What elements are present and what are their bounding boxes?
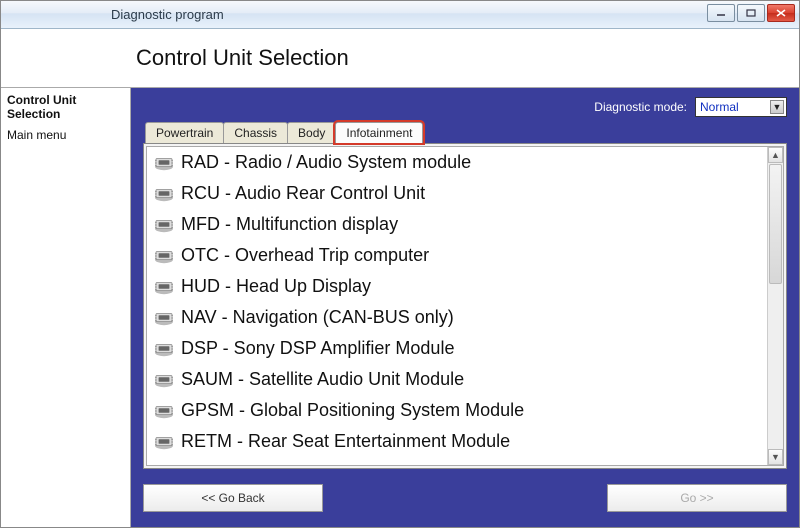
list-item[interactable]: SAUM - Satellite Audio Unit Module (147, 364, 767, 395)
maximize-icon (746, 9, 756, 17)
page-title: Control Unit Selection (136, 45, 349, 71)
sidebar: Control Unit Selection Main menu (1, 88, 131, 527)
window-controls (707, 4, 795, 22)
chip-icon (153, 278, 175, 296)
diagnostic-mode-value: Normal (700, 100, 739, 114)
minimize-button[interactable] (707, 4, 735, 22)
page-header: Control Unit Selection (1, 29, 799, 87)
chip-icon (153, 154, 175, 172)
tab-body[interactable]: Body (287, 122, 336, 143)
list-item[interactable]: DSP - Sony DSP Amplifier Module (147, 333, 767, 364)
module-list: RAD - Radio / Audio System module RCU - A… (147, 147, 767, 465)
list-item[interactable]: RCU - Audio Rear Control Unit (147, 178, 767, 209)
module-list-panel: RAD - Radio / Audio System module RCU - A… (143, 143, 787, 469)
chip-icon (153, 402, 175, 420)
sidebar-item-main-menu[interactable]: Main menu (7, 128, 124, 142)
footer-buttons: << Go Back Go >> (143, 477, 787, 519)
close-icon (776, 9, 786, 17)
chip-icon (153, 309, 175, 327)
scroll-up-button[interactable]: ▲ (768, 147, 783, 163)
tab-bar: Powertrain Chassis Body Infotainment (145, 122, 787, 143)
window-titlebar: Diagnostic program (1, 1, 799, 29)
diagnostic-mode-select[interactable]: Normal ▼ (695, 97, 787, 117)
maximize-button[interactable] (737, 4, 765, 22)
list-item-label: GPSM - Global Positioning System Module (181, 400, 524, 421)
list-item-label: SAUM - Satellite Audio Unit Module (181, 369, 464, 390)
list-item-label: MFD - Multifunction display (181, 214, 398, 235)
list-item-label: HUD - Head Up Display (181, 276, 371, 297)
list-item[interactable]: GPSM - Global Positioning System Module (147, 395, 767, 426)
go-back-button[interactable]: << Go Back (143, 484, 323, 512)
list-item-label: NAV - Navigation (CAN-BUS only) (181, 307, 454, 328)
tab-infotainment[interactable]: Infotainment (335, 122, 423, 143)
chevron-down-icon: ▼ (770, 100, 784, 114)
chip-icon (153, 247, 175, 265)
chip-icon (153, 216, 175, 234)
list-item-label: RCU - Audio Rear Control Unit (181, 183, 425, 204)
list-item-label: RETM - Rear Seat Entertainment Module (181, 431, 510, 452)
close-button[interactable] (767, 4, 795, 22)
main-area: Control Unit Selection Main menu Diagnos… (1, 87, 799, 527)
list-item[interactable]: RETM - Rear Seat Entertainment Module (147, 426, 767, 457)
list-item[interactable]: MFD - Multifunction display (147, 209, 767, 240)
list-item[interactable]: HUD - Head Up Display (147, 271, 767, 302)
chip-icon (153, 340, 175, 358)
window-title: Diagnostic program (111, 7, 224, 22)
scroll-thumb[interactable] (769, 164, 782, 284)
scrollbar[interactable]: ▲ ▼ (767, 147, 783, 465)
sidebar-item-control-unit[interactable]: Control Unit Selection (7, 94, 124, 122)
scroll-down-button[interactable]: ▼ (768, 449, 783, 465)
minimize-icon (716, 9, 726, 17)
list-item-label: DSP - Sony DSP Amplifier Module (181, 338, 454, 359)
tab-powertrain[interactable]: Powertrain (145, 122, 224, 143)
chip-icon (153, 371, 175, 389)
chip-icon (153, 433, 175, 451)
module-list-inner: RAD - Radio / Audio System module RCU - A… (146, 146, 784, 466)
diagnostic-mode-row: Diagnostic mode: Normal ▼ (143, 96, 787, 118)
go-button[interactable]: Go >> (607, 484, 787, 512)
list-item[interactable]: RAD - Radio / Audio System module (147, 147, 767, 178)
chip-icon (153, 185, 175, 203)
list-item-label: RAD - Radio / Audio System module (181, 152, 471, 173)
list-item[interactable]: OTC - Overhead Trip computer (147, 240, 767, 271)
diagnostic-mode-label: Diagnostic mode: (594, 100, 687, 114)
tab-chassis[interactable]: Chassis (223, 122, 288, 143)
list-item[interactable]: NAV - Navigation (CAN-BUS only) (147, 302, 767, 333)
list-item-label: OTC - Overhead Trip computer (181, 245, 429, 266)
content-panel: Diagnostic mode: Normal ▼ Powertrain Cha… (131, 88, 799, 527)
